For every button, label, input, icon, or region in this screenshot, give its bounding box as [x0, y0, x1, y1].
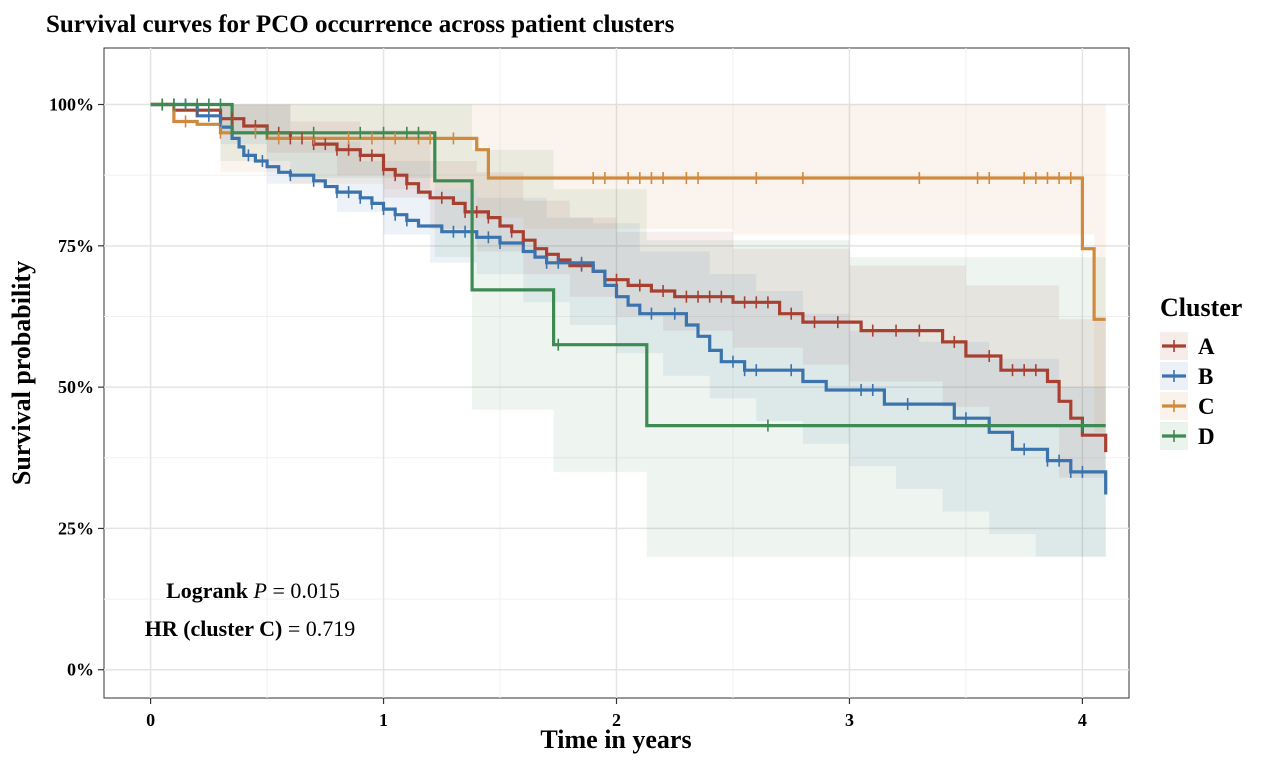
legend-label-D: D [1198, 424, 1215, 449]
legend-label-A: A [1198, 334, 1215, 359]
logrank-annotation: Logrank P = 0.015 [166, 578, 340, 603]
chart-title: Survival curves for PCO occurrence acros… [46, 11, 675, 38]
confidence-bands [150, 104, 1106, 568]
x-tick-label: 3 [845, 710, 854, 730]
legend-label-C: C [1198, 394, 1215, 419]
censor-marks [161, 98, 1084, 478]
curve-D [150, 102, 1106, 428]
legend-title: Cluster [1160, 293, 1242, 322]
hr-value: = 0.719 [282, 616, 355, 641]
x-axis-title: Time in years [540, 725, 691, 754]
logrank-prefix: Logrank [166, 578, 253, 603]
x-tick-label: 0 [146, 710, 155, 730]
x-axis-ticks: 0 1 2 3 4 [146, 698, 1087, 730]
hr-annotation: HR (cluster C) = 0.719 [145, 616, 356, 641]
band-D [150, 104, 1106, 557]
x-tick-label: 1 [379, 710, 388, 730]
hr-prefix: HR (cluster C) [145, 616, 283, 641]
logrank-p: P [253, 578, 267, 603]
x-tick-label: 2 [612, 710, 621, 730]
band-B [150, 104, 1106, 568]
y-tick-label: 100% [49, 95, 94, 115]
logrank-value: = 0.015 [267, 578, 340, 603]
y-axis-ticks: 0% 25% 50% 75% 100% [49, 95, 104, 680]
band-C [150, 104, 1106, 489]
y-tick-label: 75% [58, 236, 94, 256]
y-tick-label: 50% [58, 377, 94, 397]
legend-label-B: B [1198, 364, 1213, 389]
band-A [150, 104, 1106, 512]
y-tick-label: 25% [58, 518, 94, 538]
y-axis-title: Survival probability [7, 261, 36, 485]
x-tick-label: 4 [1078, 710, 1087, 730]
y-tick-label: 0% [67, 660, 94, 680]
